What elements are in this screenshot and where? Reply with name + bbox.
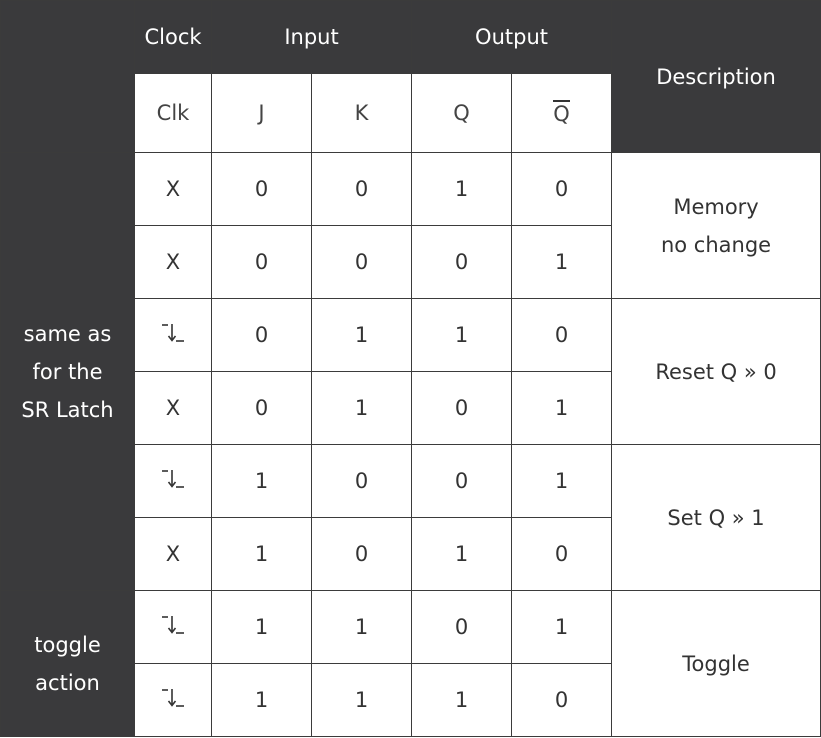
clk-cell: X: [134, 152, 212, 226]
corner-cell: [0, 0, 135, 153]
clk-cell: X: [134, 371, 212, 445]
description-cell: Reset Q » 0: [611, 298, 821, 445]
j-cell: 1: [211, 590, 312, 664]
group-label-line: same as: [23, 321, 112, 346]
k-cell: 0: [310, 517, 413, 591]
q-cell: 0: [411, 371, 513, 445]
k-cell: 0: [310, 225, 413, 299]
clk-cell: [134, 663, 212, 737]
subheader-q-bar: Q: [511, 73, 613, 153]
description-line: no change: [660, 232, 772, 257]
k-cell: 1: [310, 663, 413, 737]
table-row: 1 0 0 1 Set Q » 1: [1, 444, 821, 591]
header-input: Input: [210, 0, 413, 74]
clk-value: X: [165, 250, 181, 274]
falling-edge-icon: [160, 321, 186, 345]
q-bar-cell: 0: [511, 517, 613, 591]
table-row: same as for the SR Latch X 0 0 1 0 Memory no chan…: [0, 152, 821, 591]
truth-table-body: same as for the SR Latch X 0 0 1 0 Memory no chan…: [0, 152, 821, 737]
q-bar-cell: 0: [511, 152, 613, 226]
table-row: 0 1 1 0 Reset Q » 0: [1, 298, 821, 445]
q-cell: 1: [411, 298, 513, 372]
description-line: Reset Q » 0: [655, 359, 777, 384]
description-cell: Memory no change: [611, 152, 821, 299]
description-line: Memory: [673, 194, 759, 219]
q-cell: 0: [411, 225, 513, 299]
clk-value: X: [165, 177, 181, 201]
k-cell: 1: [310, 298, 413, 372]
description-cell: Set Q » 1: [611, 444, 821, 591]
description-line: Set Q » 1: [667, 505, 765, 530]
j-cell: 0: [211, 225, 312, 299]
q-bar-cell: 0: [511, 663, 613, 737]
q-cell: 1: [411, 517, 513, 591]
group-label-line: action: [35, 670, 100, 695]
q-bar-cell: 1: [511, 371, 613, 445]
k-cell: 1: [310, 590, 413, 664]
q-bar-label: Q: [553, 100, 570, 126]
q-bar-cell: 1: [511, 225, 613, 299]
q-cell: 0: [411, 444, 513, 518]
group-label-line: for the: [32, 359, 103, 384]
falling-edge-icon: [160, 686, 186, 710]
j-cell: 0: [211, 298, 312, 372]
j-cell: 1: [211, 444, 312, 518]
subheader-clk: Clk: [134, 73, 212, 153]
clk-cell: [134, 444, 212, 518]
header-description: Description: [611, 0, 821, 153]
j-cell: 1: [211, 517, 312, 591]
clk-cell: [134, 590, 212, 664]
subheader-q: Q: [411, 73, 513, 153]
falling-edge-icon: [160, 467, 186, 491]
k-cell: 1: [310, 371, 413, 445]
clk-cell: X: [134, 225, 212, 299]
q-bar-cell: 1: [511, 590, 613, 664]
header-output: Output: [411, 0, 613, 74]
subheader-k: K: [310, 73, 413, 153]
falling-edge-icon: [160, 613, 186, 637]
j-cell: 1: [211, 663, 312, 737]
group-label: same as for the SR Latch: [0, 152, 135, 591]
q-bar-cell: 0: [511, 298, 613, 372]
group-label: toggle action: [0, 590, 135, 737]
group-label-line: SR Latch: [21, 397, 114, 422]
j-cell: 0: [211, 371, 312, 445]
clk-cell: X: [134, 517, 212, 591]
clk-value: X: [165, 542, 181, 566]
description-cell: Toggle: [611, 590, 821, 737]
k-cell: 0: [310, 444, 413, 518]
q-bar-cell: 1: [511, 444, 613, 518]
table-row: toggle action 1 1 0 1 Toggle: [0, 590, 821, 737]
q-cell: 1: [411, 152, 513, 226]
clk-value: X: [165, 396, 181, 420]
subheader-j: J: [211, 73, 312, 153]
q-cell: 0: [411, 590, 513, 664]
header-clock: Clock: [134, 0, 212, 74]
q-cell: 1: [411, 663, 513, 737]
description-line: Toggle: [682, 651, 750, 676]
k-cell: 0: [310, 152, 413, 226]
group-label-line: toggle: [34, 632, 101, 657]
j-cell: 0: [211, 152, 312, 226]
clk-cell: [134, 298, 212, 372]
